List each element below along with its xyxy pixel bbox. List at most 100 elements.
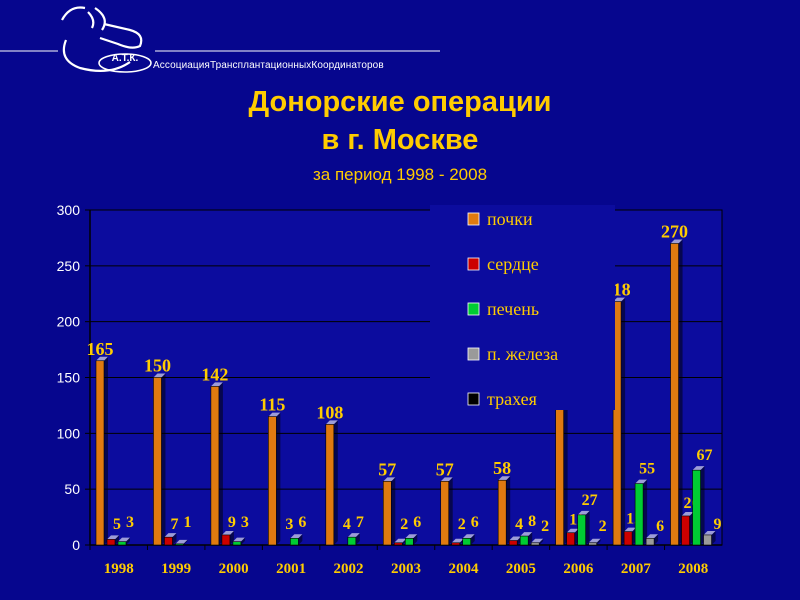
- organization-logo: [0, 6, 440, 73]
- data-label-сердце: 9: [228, 514, 236, 531]
- bar-side-сердце: [172, 533, 177, 545]
- legend: [430, 205, 615, 410]
- data-label-печень: 55: [639, 461, 655, 478]
- page-title-line2: в г. Москве: [321, 124, 479, 156]
- bar-п-железа: [530, 542, 540, 546]
- data-label-печень: 1: [183, 514, 191, 531]
- x-tick-label: 1999: [161, 561, 191, 577]
- bar-почки: [670, 243, 679, 546]
- data-label-сердце: 2: [458, 516, 466, 533]
- bar-почки: [612, 301, 622, 546]
- bar-side-печень: [528, 532, 533, 545]
- bar-почки: [210, 386, 220, 546]
- x-tick-label: 2002: [334, 561, 364, 577]
- data-label-печень: 27: [582, 492, 598, 509]
- data-label-печень: 67: [697, 447, 713, 464]
- legend-label-почки: почки: [487, 209, 533, 229]
- x-tick-label: 2007: [621, 561, 652, 577]
- bar-side-почки: [506, 476, 511, 545]
- bar-side-почки: [621, 297, 626, 545]
- data-label-сердце: 3: [285, 516, 293, 533]
- data-label-печень: 6: [471, 514, 479, 531]
- data-label-почки: 150: [144, 356, 171, 376]
- bar-печень: [634, 483, 644, 546]
- bar-side-почки: [161, 373, 166, 545]
- data-label-п-железа: 2: [599, 518, 607, 535]
- bar-почки: [153, 377, 162, 546]
- y-tick-label: 0: [72, 537, 80, 553]
- x-tick-label: 1998: [104, 561, 134, 577]
- org-abbreviation: А.Т.К.: [111, 53, 139, 64]
- data-label-сердце: 7: [170, 516, 178, 533]
- bar-печень: [290, 537, 299, 546]
- legend-swatch-почки: [467, 212, 480, 226]
- page-subtitle: за период 1998 - 2008: [312, 165, 488, 184]
- legend-swatch-трахея: [467, 392, 480, 406]
- bar-печень: [404, 537, 414, 546]
- data-label-почки: 142: [201, 364, 228, 384]
- bar-печень: [347, 536, 357, 546]
- data-label-почки: 57: [436, 459, 454, 479]
- bar-печень: [175, 543, 184, 546]
- data-label-сердце: 5: [113, 516, 121, 533]
- data-label-п-железа: 2: [541, 518, 549, 535]
- bar-печень: [692, 469, 701, 546]
- data-label-почки: 108: [316, 402, 343, 422]
- bar-side-почки: [448, 477, 453, 545]
- y-tick-label: 100: [57, 425, 81, 441]
- bar-side-п-железа: [539, 538, 544, 545]
- data-label-почки: 270: [661, 222, 688, 242]
- bar-сердце: [681, 515, 690, 546]
- bar-печень: [232, 541, 242, 546]
- bar-сердце: [623, 531, 633, 546]
- bar-side-п-железа: [711, 530, 716, 545]
- x-tick-label: 2003: [391, 561, 421, 577]
- data-label-почки: 58: [493, 458, 511, 478]
- bar-side-печень: [585, 510, 590, 545]
- bar-п-железа: [588, 542, 597, 546]
- bar-п-железа: [703, 534, 712, 546]
- data-label-печень: 8: [528, 513, 536, 530]
- bar-почки: [95, 360, 105, 546]
- bar-side-печень: [700, 466, 705, 545]
- legend-label-печень: печень: [487, 299, 539, 319]
- bar-почки: [268, 416, 277, 546]
- bar-side-почки: [391, 477, 396, 545]
- bar-side-п-железа: [654, 534, 659, 545]
- x-tick-label: 2005: [506, 561, 536, 577]
- bar-сердце: [393, 542, 403, 546]
- data-label-сердце: 2: [400, 516, 408, 533]
- data-label-почки: 115: [259, 395, 285, 415]
- bar-side-п-железа: [596, 538, 601, 545]
- data-label-п-железа: 9: [714, 516, 722, 533]
- data-label-печень: 6: [298, 514, 306, 531]
- bar-side-печень: [298, 534, 303, 545]
- bar-side-печень: [413, 534, 418, 545]
- bar-side-почки: [104, 356, 108, 545]
- bar-п-железа: [645, 537, 655, 546]
- bar-почки: [325, 424, 335, 546]
- bar-печень: [117, 541, 127, 546]
- data-label-печень: 7: [356, 514, 364, 531]
- x-tick-label: 2006: [563, 561, 594, 577]
- data-label-п-железа: 6: [656, 518, 664, 535]
- data-label-сердце: 4: [515, 516, 523, 533]
- bar-сердце: [508, 540, 518, 546]
- y-tick-label: 50: [64, 481, 80, 497]
- data-label-печень: 3: [241, 514, 249, 531]
- bar-top-печень: [577, 510, 590, 515]
- org-name: АссоциацияТрансплантационныхКоординаторо…: [153, 60, 384, 71]
- bar-side-печень: [126, 537, 130, 545]
- bar-side-печень: [183, 539, 188, 545]
- bar-почки: [382, 481, 392, 546]
- x-tick-label: 2004: [448, 561, 479, 577]
- y-tick-label: 200: [57, 314, 81, 330]
- bar-side-почки: [333, 420, 338, 545]
- bar-печень: [462, 537, 472, 546]
- y-tick-label: 250: [57, 258, 81, 274]
- legend-label-трахея: трахея: [487, 389, 537, 409]
- data-label-почки: 165: [87, 339, 114, 359]
- bar-сердце: [566, 532, 575, 546]
- legend-label-п-железа: п. железа: [487, 344, 558, 364]
